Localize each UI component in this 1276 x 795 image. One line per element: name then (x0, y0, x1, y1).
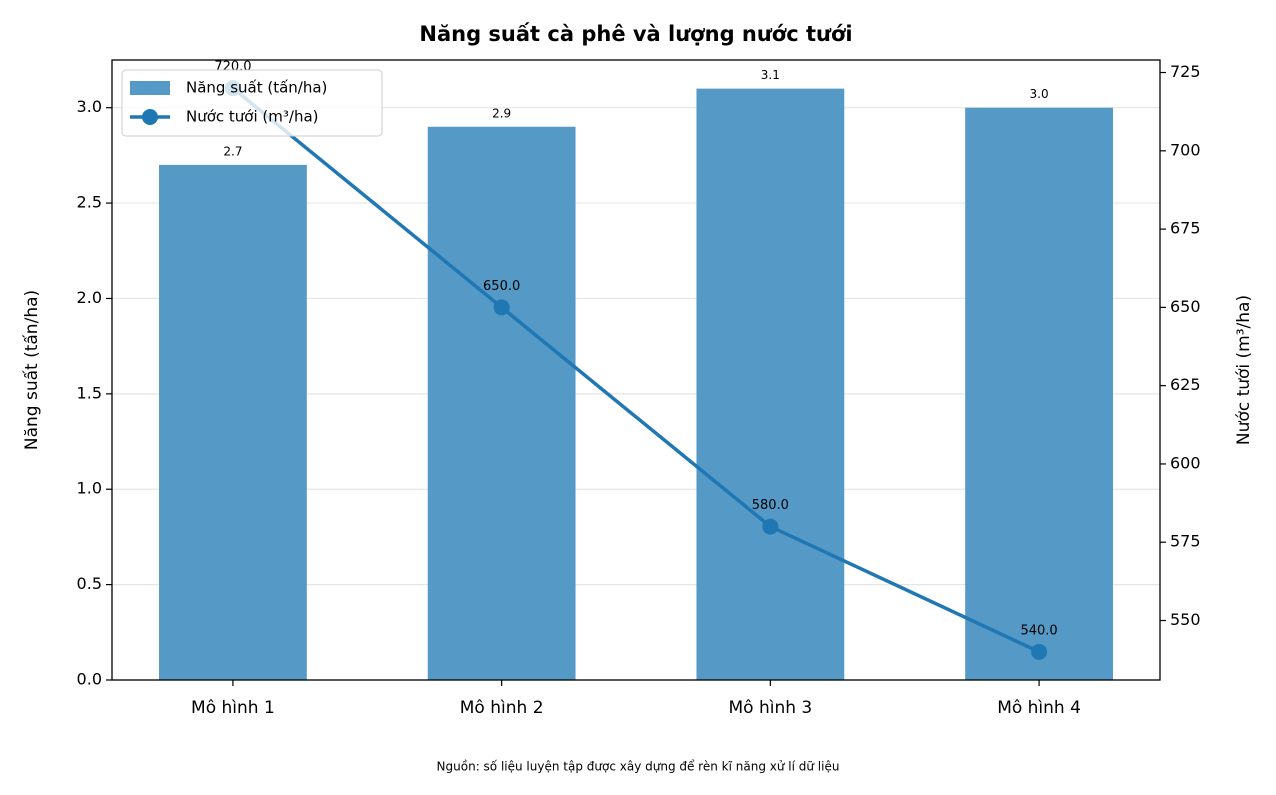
line (231, 86, 1040, 654)
y-tick-label: 1.0 (77, 479, 102, 498)
bar (965, 107, 1113, 680)
y2-tick-label: 725 (1170, 62, 1201, 81)
y2-tick-label: 650 (1170, 297, 1201, 316)
bar-value-label: 3.1 (761, 68, 780, 82)
x-tick-label: Mô hình 1 (191, 698, 275, 718)
y-tick-label: 2.0 (77, 288, 102, 307)
y2-tick-label: 575 (1170, 532, 1201, 551)
y-tick-label: 3.0 (77, 97, 102, 116)
legend-swatch (130, 81, 170, 95)
y-tick-label: 2.5 (77, 193, 102, 212)
y-tick-label: 0.5 (77, 574, 102, 593)
line-marker (1031, 643, 1048, 660)
plot-frame (111, 59, 1161, 681)
legend: Năng suất (tấn/ha) Nước tưới (m³/ha) (121, 69, 383, 137)
bar (427, 126, 576, 681)
line-marker (493, 299, 510, 316)
bar (159, 164, 307, 680)
y-tick-label: 1.5 (77, 383, 102, 402)
chart-title: Năng suất cà phê và lượng nước tưới (419, 22, 852, 46)
y-axis-label: Năng suất (tấn/ha) (21, 290, 42, 450)
bar-value-label: 3.0 (1030, 87, 1049, 101)
legend-label: Năng suất (tấn/ha) (186, 79, 327, 97)
source-note: Nguồn: số liệu luyện tập được xây dựng đ… (437, 760, 840, 774)
bar-value-label: 2.9 (492, 106, 511, 120)
y2-tick-label: 625 (1170, 375, 1201, 394)
y2-tick-label: 700 (1170, 140, 1201, 159)
legend-marker (142, 109, 158, 125)
x-tick-label: Mô hình 4 (997, 698, 1081, 718)
bar-value-label: 2.7 (223, 144, 242, 158)
y2-tick-label: 600 (1170, 453, 1201, 472)
line-value-label: 580.0 (752, 498, 789, 513)
y2-axis-label: Nước tưới (m³/ha) (1234, 295, 1254, 445)
bar (696, 88, 845, 681)
x-tick-label: Mô hình 2 (460, 698, 544, 718)
y-tick-label: 0.0 (77, 670, 102, 689)
legend-box (121, 69, 383, 137)
legend-label: Nước tưới (m³/ha) (186, 108, 319, 126)
line-marker (762, 518, 779, 535)
y2-tick-label: 675 (1170, 219, 1201, 238)
x-tick-label: Mô hình 3 (728, 698, 812, 718)
line-value-label: 540.0 (1020, 623, 1057, 638)
line-value-label: 650.0 (483, 279, 520, 294)
y2-tick-label: 550 (1170, 610, 1201, 629)
